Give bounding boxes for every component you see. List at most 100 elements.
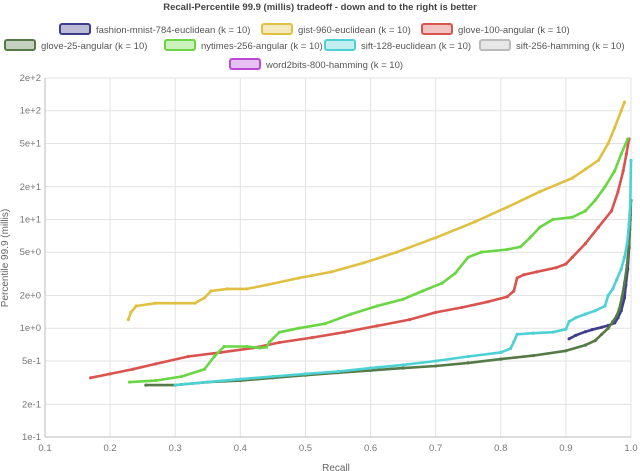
legend-swatch [4, 39, 36, 51]
data-point [583, 209, 588, 213]
data-point [499, 357, 503, 361]
data-point [622, 100, 627, 104]
data-point [505, 205, 509, 209]
legend-item: gist-960-euclidean (k = 10) [261, 23, 411, 36]
legend-swatch [261, 23, 293, 35]
data-point [466, 361, 470, 365]
data-point [466, 354, 470, 359]
data-point [515, 332, 519, 336]
data-point [593, 339, 597, 343]
data-point [297, 326, 301, 330]
y-tick-label: 1e+0 [20, 323, 41, 334]
data-point [615, 314, 619, 318]
x-tick-label: 0.1 [38, 443, 51, 454]
data-point [277, 340, 281, 345]
series-line [127, 101, 626, 321]
data-point [222, 344, 226, 349]
data-point [473, 220, 477, 224]
data-point [440, 281, 444, 285]
data-point [583, 312, 588, 316]
legend-item: glove-100-angular (k = 10) [421, 23, 570, 36]
legend-swatch [324, 39, 356, 51]
data-point [583, 343, 588, 347]
data-point [202, 296, 207, 300]
series-line [145, 200, 633, 387]
y-tick-label: 2e+0 [20, 291, 41, 302]
axes [44, 78, 631, 438]
plot-area [89, 100, 633, 387]
data-point [574, 316, 578, 320]
data-point [567, 320, 571, 324]
data-point [186, 354, 190, 359]
data-point [624, 152, 629, 156]
series [126, 100, 627, 322]
ticks: 0.1 0.2 0.3 0.4 0.5 0.6 0.7 0.8 0.9 1.0 2e+2 1e+2 5e… [20, 73, 638, 454]
data-point [193, 301, 197, 305]
data-point [619, 109, 623, 113]
data-point [173, 383, 177, 387]
data-point [570, 215, 575, 219]
data-point [583, 242, 588, 246]
data-point [620, 296, 624, 300]
data-point [627, 222, 631, 227]
data-point [369, 368, 373, 372]
series [128, 137, 630, 384]
legend-swatch [229, 58, 261, 70]
x-axis-label: Recall [322, 463, 350, 471]
data-point [479, 250, 483, 254]
data-point [622, 296, 627, 300]
data-point [173, 301, 177, 305]
data-point [89, 376, 93, 380]
data-point [108, 372, 112, 376]
data-point [613, 169, 617, 173]
y-tick-label: 5e-1 [22, 356, 41, 367]
legend-item: sift-128-euclidean (k = 10) [324, 39, 471, 52]
x-tick-label: 0.2 [104, 443, 117, 454]
data-point [570, 176, 575, 180]
data-point [129, 310, 133, 314]
data-point [531, 354, 535, 358]
data-point [434, 236, 438, 240]
data-point [606, 293, 610, 298]
y-tick-label: 5e+0 [20, 247, 41, 258]
legend-item: sift-256-hamming (k = 10) [479, 39, 625, 52]
series [89, 137, 631, 380]
legend-swatch [164, 39, 196, 51]
series-line [90, 138, 631, 380]
data-point [434, 310, 438, 314]
legend-item: word2bits-800-hamming (k = 10) [229, 58, 403, 71]
data-point [621, 169, 625, 173]
data-point [238, 377, 242, 381]
data-point [342, 330, 347, 334]
data-point [609, 209, 614, 213]
legend-label: glove-100-angular (k = 10) [458, 25, 570, 36]
x-tick-label: 0.7 [429, 443, 442, 454]
data-point [202, 367, 207, 371]
data-point [583, 167, 588, 171]
legend-label: gist-960-euclidean (k = 10) [298, 25, 411, 36]
data-point [154, 379, 158, 383]
data-point [245, 287, 249, 291]
y-tick-label: 1e-1 [22, 432, 41, 443]
data-point [603, 304, 607, 308]
data-point [512, 289, 516, 293]
data-point [590, 328, 594, 332]
x-tick-label: 0.6 [364, 443, 377, 454]
data-point [421, 289, 425, 293]
data-point [408, 318, 412, 322]
y-tick-label: 2e+2 [20, 73, 41, 84]
data-point [297, 276, 301, 280]
data-point [369, 366, 373, 370]
y-tick-label: 2e+1 [20, 182, 41, 193]
data-point [466, 255, 470, 259]
chart-title: Recall-Percentile 99.9 (millis) tradeoff… [163, 2, 477, 13]
data-point [206, 380, 210, 384]
data-point [434, 364, 438, 368]
data-point [154, 362, 158, 366]
data-point [629, 158, 633, 162]
data-point [567, 337, 571, 341]
data-point [593, 309, 597, 313]
y-tick-label: 5e+1 [20, 138, 41, 149]
data-point [336, 369, 340, 374]
